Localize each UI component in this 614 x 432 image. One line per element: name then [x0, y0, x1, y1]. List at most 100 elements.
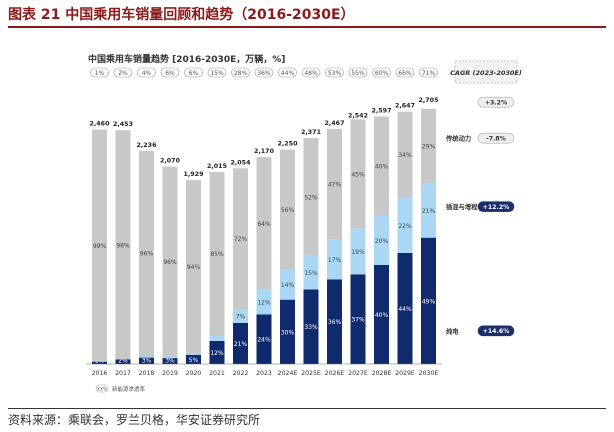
- chart-title: 中国乘用车销量趋势 [2016-2030E，万辆，%]: [88, 53, 285, 65]
- total-label: 2,250: [278, 141, 299, 148]
- total-label: 2,236: [137, 142, 158, 149]
- penetration-label: 55%: [351, 70, 365, 77]
- penetration-label: 4%: [142, 70, 152, 77]
- bars-layer: 1%0%99%2,46020162%0%98%2,45320173%1%96%2…: [86, 97, 442, 377]
- segment-label: 72%: [234, 236, 248, 243]
- segment-label: 12%: [210, 350, 224, 357]
- category-label: 2018: [139, 370, 155, 377]
- category-label: 2029E: [395, 370, 415, 377]
- cagr-header-text: CAGR (2023-2030E): [450, 69, 522, 77]
- segment-label: 5%: [189, 357, 199, 364]
- segment-label: 49%: [422, 298, 436, 305]
- segment-label: 37%: [351, 317, 365, 324]
- segment-label: 56%: [281, 207, 295, 214]
- penetration-badge: [348, 67, 368, 78]
- segment-label: 44%: [398, 306, 412, 313]
- bar-segment: [92, 361, 107, 364]
- penetration-badge: [184, 67, 203, 78]
- bar-segment: [303, 138, 319, 256]
- total-label: 2,647: [395, 103, 415, 110]
- segment-label: 7%: [236, 314, 246, 321]
- cagr-badge: [477, 325, 515, 337]
- bar-segment: [327, 279, 342, 364]
- category-label: 2016: [92, 370, 108, 377]
- bar-segment: [397, 197, 413, 254]
- bar-segment: [256, 157, 272, 290]
- series-label: 传统动力: [445, 134, 471, 143]
- bar-segment: [397, 253, 413, 364]
- penetration-label: 53%: [328, 70, 342, 77]
- penetration-label: 44%: [281, 70, 295, 77]
- cagr-value: +14.6%: [483, 328, 510, 335]
- total-label: 2,371: [301, 129, 321, 136]
- segment-label: 29%: [422, 144, 436, 151]
- category-label: 2020: [186, 370, 202, 377]
- total-label: 2,070: [160, 158, 181, 165]
- bar-segment: [303, 289, 319, 364]
- penetration-badge: [395, 67, 415, 78]
- category-label: 2019: [162, 370, 178, 377]
- segment-label: 30%: [281, 329, 295, 336]
- legend-note: 新能源渗透率: [112, 385, 146, 393]
- penetration-label: 66%: [398, 70, 412, 77]
- penetration-label: 2%: [118, 70, 128, 77]
- penetration-badge: [278, 67, 297, 78]
- bar-segment: [350, 119, 366, 229]
- penetration-badge: [372, 67, 391, 78]
- segment-label: 47%: [328, 182, 342, 189]
- source-note: 资料来源：乘联会，罗兰贝格，华安证券研究所: [8, 408, 606, 431]
- penetration-badge: [113, 67, 133, 78]
- segment-label: 19%: [351, 249, 365, 256]
- overlay-layer: 1% 2% 4% 6% 6% 15% 28% 36% 44% 48% 53% 55% 60% 66% 71%…: [90, 67, 515, 393]
- bar-segment: [256, 289, 272, 315]
- cagr-badge: [477, 132, 515, 144]
- bar-segment: [186, 354, 201, 364]
- bar-segment: [162, 358, 178, 364]
- penetration-badge: [419, 67, 438, 78]
- bar-segment: [421, 183, 436, 238]
- bar-segment: [233, 322, 248, 364]
- segment-label: 52%: [304, 194, 318, 201]
- segment-label: 98%: [116, 242, 130, 249]
- category-label: 2024E: [278, 370, 298, 377]
- penetration-badge: [231, 67, 250, 78]
- bar-segment: [209, 171, 225, 336]
- cagr-badge: [477, 201, 515, 212]
- legend-badge: [95, 384, 109, 393]
- total-label: 2,542: [348, 113, 368, 120]
- segment-label: 40%: [375, 164, 389, 171]
- penetration-label: 36%: [257, 70, 271, 77]
- bar-segment: [92, 129, 107, 362]
- penetration-label: 15%: [210, 70, 224, 77]
- total-label: 2,453: [113, 121, 133, 128]
- segment-label: 15%: [304, 270, 318, 277]
- cagr-value: -7.8%: [486, 135, 506, 142]
- penetration-label: 6%: [189, 70, 199, 77]
- bar-segment: [421, 108, 436, 184]
- bar-segment: [350, 274, 366, 364]
- penetration-label: 6%: [165, 70, 175, 77]
- bar-segment: [233, 309, 248, 323]
- category-label: 2027E: [348, 370, 368, 377]
- segment-label: 99%: [93, 243, 107, 250]
- segment-label: 96%: [140, 251, 154, 258]
- penetration-badge: [301, 67, 321, 78]
- bar-segment: [421, 237, 436, 364]
- bar-segment: [327, 128, 342, 240]
- penetration-badge: [254, 67, 274, 78]
- bar-segment: [139, 357, 154, 364]
- penetration-badge: [137, 67, 156, 78]
- penetration-label: 28%: [234, 70, 248, 77]
- penetration-badge: [90, 67, 109, 78]
- segment-label: 22%: [398, 223, 412, 230]
- segment-label: 96%: [163, 259, 177, 266]
- segment-label: 20%: [375, 238, 389, 245]
- segment-label: 45%: [351, 171, 365, 178]
- segment-label: 64%: [257, 221, 271, 228]
- total-label: 2,597: [372, 108, 392, 115]
- penetration-label: 48%: [304, 70, 318, 77]
- bar-segment: [280, 299, 295, 364]
- category-label: 2028E: [372, 370, 392, 377]
- cagr-badge: [477, 96, 515, 108]
- penetration-label: 60%: [375, 70, 389, 77]
